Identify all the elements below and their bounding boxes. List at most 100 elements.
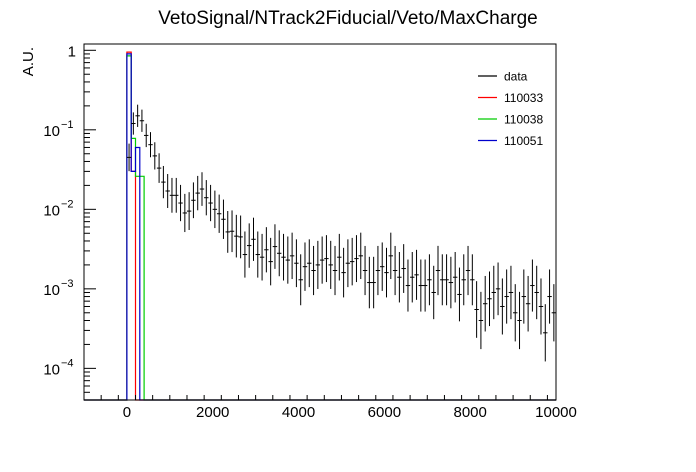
data-point	[525, 275, 531, 332]
data-point	[380, 242, 385, 291]
y-axis-label: A.U.	[20, 47, 37, 76]
data-point	[397, 251, 402, 303]
data-point	[547, 269, 552, 324]
y-tick-label: 10	[43, 282, 60, 299]
data-point	[431, 265, 436, 320]
legend: data 110033 110038 110051	[478, 70, 543, 148]
data-point	[135, 104, 140, 127]
data-point	[349, 237, 355, 286]
chart-title: VetoSignal/NTrack2Fiducial/Veto/MaxCharg…	[158, 8, 538, 29]
data-point	[422, 259, 428, 312]
data-point	[161, 165, 166, 199]
data-point	[551, 284, 557, 342]
data-point	[148, 132, 153, 158]
data-point	[410, 251, 415, 303]
data-point	[470, 254, 475, 306]
data-point	[229, 210, 235, 253]
data-point	[216, 194, 222, 233]
y-tick-label: 10	[43, 202, 60, 219]
data-point	[440, 254, 445, 306]
data-point	[491, 265, 496, 320]
data-point	[337, 233, 342, 281]
data-point	[195, 175, 200, 211]
data-point	[199, 172, 205, 206]
data-point	[208, 184, 213, 222]
data-point	[517, 291, 522, 350]
data-point	[341, 247, 346, 298]
data-point	[294, 239, 299, 288]
series-110038-histogram	[84, 55, 556, 401]
data-point	[174, 177, 179, 213]
data-point	[178, 184, 183, 222]
data-point	[324, 235, 329, 283]
x-tick-label: 10000	[535, 404, 577, 421]
data-point	[457, 267, 462, 322]
data-point	[212, 190, 218, 229]
data-point	[358, 232, 363, 280]
data-point	[418, 259, 424, 312]
data-point	[371, 256, 376, 309]
data-point	[461, 254, 466, 306]
data-point	[483, 275, 488, 332]
data-point	[285, 236, 291, 284]
data-point	[487, 271, 492, 327]
x-tick-label: 6000	[368, 404, 401, 421]
y-tick-exponent: −1	[61, 119, 74, 131]
data-point	[530, 259, 535, 312]
data-point	[384, 247, 389, 298]
data-point	[204, 180, 209, 216]
data-point	[259, 233, 265, 281]
data-point	[427, 254, 432, 306]
data-point	[152, 142, 157, 170]
data-point	[543, 304, 548, 362]
data-point	[495, 262, 501, 316]
x-tick-label: 8000	[453, 404, 486, 421]
data-point	[186, 192, 192, 231]
data-point	[478, 291, 484, 350]
data-point	[277, 230, 282, 277]
y-tick-label: 10	[43, 361, 60, 378]
data-point	[405, 259, 411, 312]
series-110051-histogram	[84, 53, 556, 401]
data-point	[508, 265, 514, 320]
data-point	[452, 251, 458, 303]
legend-label: data	[504, 70, 528, 84]
series-110033-histogram	[84, 51, 556, 401]
x-tick-label: 0	[123, 404, 131, 421]
data-point	[319, 236, 325, 284]
data-point	[165, 174, 170, 208]
data-point	[298, 254, 303, 306]
data-point	[474, 281, 479, 338]
data-point	[362, 245, 368, 296]
y-tick-exponent: −2	[61, 198, 74, 210]
histogram-layer	[84, 51, 556, 401]
legend-label: 110051	[504, 134, 543, 148]
data-point	[311, 245, 316, 296]
data-point	[328, 240, 333, 289]
data-point	[534, 265, 539, 320]
data-point	[221, 199, 226, 239]
legend-label: 110038	[504, 113, 543, 127]
data-point	[414, 249, 419, 300]
data-point	[392, 245, 398, 296]
data-point	[139, 109, 145, 132]
x-tick-label: 2000	[196, 404, 229, 421]
data-point	[238, 215, 243, 259]
x-tick-label: 4000	[282, 404, 315, 421]
y-tick-exponent: −3	[61, 278, 74, 290]
data-point	[131, 112, 136, 135]
data-point	[242, 231, 248, 278]
data-point	[225, 211, 230, 253]
data-point	[500, 278, 505, 335]
data-point	[268, 237, 273, 286]
data-point	[345, 239, 351, 288]
y-tick-label: 10	[43, 123, 60, 140]
data-point	[354, 235, 359, 283]
data-point	[281, 233, 286, 281]
data-point	[375, 245, 381, 296]
data-point	[247, 223, 252, 268]
data-point	[388, 232, 393, 280]
data-point	[289, 232, 295, 280]
